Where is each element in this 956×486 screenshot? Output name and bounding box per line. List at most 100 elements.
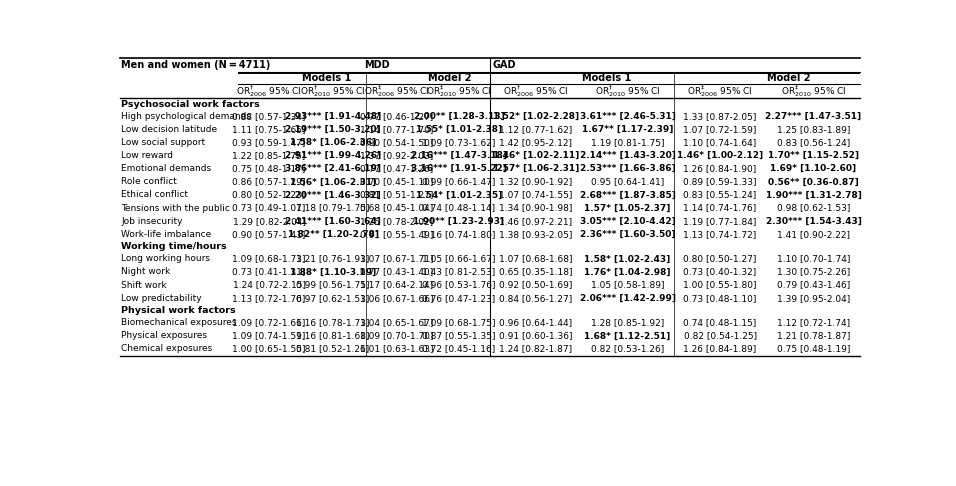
Text: 0.80 [0.52-1.23]: 0.80 [0.52-1.23]	[232, 191, 306, 199]
Text: 1.24 [0.82-1.87]: 1.24 [0.82-1.87]	[499, 345, 573, 353]
Text: OR$_{2006}^{\ddagger}$ 95% CI: OR$_{2006}^{\ddagger}$ 95% CI	[687, 83, 753, 99]
Text: 0.72 [0.45-1.16]: 0.72 [0.45-1.16]	[423, 345, 495, 353]
Text: 0.65 [0.35-1.18]: 0.65 [0.35-1.18]	[499, 267, 573, 277]
Text: 3.16*** [1.91-5.22]: 3.16*** [1.91-5.22]	[411, 164, 507, 174]
Text: OR$_{2010}^{\dagger}$ 95% CI: OR$_{2010}^{\dagger}$ 95% CI	[595, 83, 661, 99]
Text: 0.96 [0.64-1.44]: 0.96 [0.64-1.44]	[499, 318, 573, 327]
Text: MDD: MDD	[364, 60, 390, 70]
Text: 0.70 [0.45-1.10]: 0.70 [0.45-1.10]	[359, 177, 433, 187]
Text: 0.73 [0.48-1.10]: 0.73 [0.48-1.10]	[684, 294, 757, 303]
Text: 0.99 [0.56-1.75]: 0.99 [0.56-1.75]	[296, 280, 370, 290]
Text: 1.00 [0.65-1.55]: 1.00 [0.65-1.55]	[232, 345, 306, 353]
Text: 1.57* [1.05-2.37]: 1.57* [1.05-2.37]	[584, 204, 671, 212]
Text: 2.19*** [1.50-3.20]: 2.19*** [1.50-3.20]	[285, 125, 380, 134]
Text: 0.82 [0.53-1.26]: 0.82 [0.53-1.26]	[591, 345, 664, 353]
Text: 1.09 [0.68-1.73]: 1.09 [0.68-1.73]	[232, 254, 306, 263]
Text: 0.96 [0.53-1.76]: 0.96 [0.53-1.76]	[423, 280, 496, 290]
Text: 0.68 [0.45-1.04]: 0.68 [0.45-1.04]	[360, 204, 433, 212]
Text: 1.13 [0.72-1.76]: 1.13 [0.72-1.76]	[232, 294, 306, 303]
Text: 1.17 [0.64-2.14]: 1.17 [0.64-2.14]	[360, 280, 433, 290]
Text: Chemical exposures: Chemical exposures	[121, 345, 212, 353]
Text: 1.00 [0.55-1.80]: 1.00 [0.55-1.80]	[684, 280, 757, 290]
Text: 1.16 [0.74-1.80]: 1.16 [0.74-1.80]	[423, 230, 495, 239]
Text: 1.41 [0.90-2.22]: 1.41 [0.90-2.22]	[777, 230, 850, 239]
Text: 1.16 [0.78-1.73]: 1.16 [0.78-1.73]	[296, 318, 370, 327]
Text: 1.06 [0.67-1.66]: 1.06 [0.67-1.66]	[359, 294, 433, 303]
Text: 1.01 [0.63-1.63]: 1.01 [0.63-1.63]	[359, 345, 433, 353]
Text: Work-life imbalance: Work-life imbalance	[121, 230, 211, 239]
Text: 0.98 [0.62-1.53]: 0.98 [0.62-1.53]	[777, 204, 850, 212]
Text: 0.73 [0.49-1.07]: 0.73 [0.49-1.07]	[232, 204, 306, 212]
Text: 1.24 [0.72-2.15]: 1.24 [0.72-2.15]	[232, 280, 306, 290]
Text: 1.09 [0.68-1.75]: 1.09 [0.68-1.75]	[423, 318, 496, 327]
Text: 0.73 [0.41-1.31]: 0.73 [0.41-1.31]	[232, 267, 306, 277]
Text: 0.75 [0.48-1.17]: 0.75 [0.48-1.17]	[232, 164, 306, 174]
Text: 0.99 [0.66-1.47]: 0.99 [0.66-1.47]	[423, 177, 495, 187]
Text: 2.41*** [1.60-3.64]: 2.41*** [1.60-3.64]	[285, 217, 380, 226]
Text: Shift work: Shift work	[121, 280, 166, 290]
Text: Night work: Night work	[121, 267, 170, 277]
Text: 1.07 [0.72-1.59]: 1.07 [0.72-1.59]	[684, 125, 757, 134]
Text: 1.05 [0.66-1.67]: 1.05 [0.66-1.67]	[423, 254, 496, 263]
Text: 2.53*** [1.66-3.86]: 2.53*** [1.66-3.86]	[579, 164, 675, 174]
Text: Models 1: Models 1	[582, 73, 631, 83]
Text: Physical work factors: Physical work factors	[121, 306, 236, 315]
Text: 1.38 [0.93-2.05]: 1.38 [0.93-2.05]	[499, 230, 573, 239]
Text: Working time/hours: Working time/hours	[121, 242, 227, 251]
Text: 1.70** [1.15-2.52]: 1.70** [1.15-2.52]	[768, 151, 859, 160]
Text: OR$_{2006}^{\ddagger}$ 95% CI: OR$_{2006}^{\ddagger}$ 95% CI	[364, 83, 429, 99]
Text: 0.77 [0.46-1.27]: 0.77 [0.46-1.27]	[360, 112, 433, 121]
Text: 1.33 [0.87-2.05]: 1.33 [0.87-2.05]	[684, 112, 757, 121]
Text: 1.90** [1.23-2.93]: 1.90** [1.23-2.93]	[413, 217, 505, 226]
Text: 0.91 [0.60-1.36]: 0.91 [0.60-1.36]	[499, 331, 573, 340]
Text: 1.10 [0.74-1.64]: 1.10 [0.74-1.64]	[684, 138, 757, 147]
Text: 1.12 [0.72-1.74]: 1.12 [0.72-1.74]	[777, 318, 850, 327]
Text: 0.81 [0.51-1.27]: 0.81 [0.51-1.27]	[359, 191, 433, 199]
Text: 1.37 [0.92-2.03]: 1.37 [0.92-2.03]	[360, 151, 433, 160]
Text: Model 2: Model 2	[768, 73, 811, 83]
Text: 1.21 [0.76-1.93]: 1.21 [0.76-1.93]	[296, 254, 370, 263]
Text: Men and women (N = 4711): Men and women (N = 4711)	[121, 60, 271, 70]
Text: 1.19 [0.81-1.75]: 1.19 [0.81-1.75]	[591, 138, 664, 147]
Text: 1.39 [0.95-2.04]: 1.39 [0.95-2.04]	[777, 294, 850, 303]
Text: 1.07 [0.68-1.68]: 1.07 [0.68-1.68]	[499, 254, 573, 263]
Text: 1.67** [1.17-2.39]: 1.67** [1.17-2.39]	[582, 125, 673, 134]
Text: 1.11 [0.75-1.65]: 1.11 [0.75-1.65]	[232, 125, 306, 134]
Text: 1.09 [0.72-1.66]: 1.09 [0.72-1.66]	[232, 318, 306, 327]
Text: 2.06*** [1.42-2.99]: 2.06*** [1.42-2.99]	[579, 294, 676, 303]
Text: OR$_{2006}^{\dagger}$ 95% CI: OR$_{2006}^{\dagger}$ 95% CI	[503, 83, 569, 99]
Text: 1.29 [0.82-2.04]: 1.29 [0.82-2.04]	[232, 217, 306, 226]
Text: 1.34 [0.90-1.98]: 1.34 [0.90-1.98]	[499, 204, 573, 212]
Text: 3.86*** [2.41-6.19]: 3.86*** [2.41-6.19]	[285, 164, 381, 174]
Text: 1.46* [1.00-2.12]: 1.46* [1.00-2.12]	[677, 151, 763, 160]
Text: OR$_{2010}^{\dagger}$ 95% CI: OR$_{2010}^{\dagger}$ 95% CI	[300, 83, 366, 99]
Text: 1.55* [1.01-2.38]: 1.55* [1.01-2.38]	[416, 125, 502, 134]
Text: 0.77 [0.43-1.40]: 0.77 [0.43-1.40]	[360, 267, 433, 277]
Text: 0.92 [0.50-1.69]: 0.92 [0.50-1.69]	[499, 280, 573, 290]
Text: Long working hours: Long working hours	[121, 254, 210, 263]
Text: 1.09 [0.73-1.62]: 1.09 [0.73-1.62]	[423, 138, 495, 147]
Text: 1.09 [0.74-1.59]: 1.09 [0.74-1.59]	[232, 331, 306, 340]
Text: 1.04 [0.65-1.67]: 1.04 [0.65-1.67]	[359, 318, 433, 327]
Text: Low social support: Low social support	[121, 138, 206, 147]
Text: 1.14 [0.77-1.70]: 1.14 [0.77-1.70]	[359, 125, 433, 134]
Text: High psychological demands: High psychological demands	[121, 112, 251, 121]
Text: 2.36*** [1.60-3.50]: 2.36*** [1.60-3.50]	[579, 230, 675, 239]
Text: 1.88* [1.10-3.19]: 1.88* [1.10-3.19]	[290, 267, 376, 277]
Text: Psychosocial work factors: Psychosocial work factors	[121, 100, 260, 109]
Text: Emotional demands: Emotional demands	[121, 164, 211, 174]
Text: Physical exposures: Physical exposures	[121, 331, 207, 340]
Text: 0.76 [0.47-1.23]: 0.76 [0.47-1.23]	[423, 294, 495, 303]
Text: Low predictability: Low predictability	[121, 294, 202, 303]
Text: 1.18 [0.79-1.75]: 1.18 [0.79-1.75]	[296, 204, 370, 212]
Text: 1.30 [0.75-2.26]: 1.30 [0.75-2.26]	[777, 267, 850, 277]
Text: 0.86 [0.57-1.29]: 0.86 [0.57-1.29]	[232, 177, 306, 187]
Text: 0.77 [0.47-1.26]: 0.77 [0.47-1.26]	[360, 164, 433, 174]
Text: 0.97 [0.62-1.53]: 0.97 [0.62-1.53]	[296, 294, 370, 303]
Text: 1.21 [0.78-1.87]: 1.21 [0.78-1.87]	[777, 331, 850, 340]
Text: OR$_{2010}^{\ddagger}$ 95% CI: OR$_{2010}^{\ddagger}$ 95% CI	[781, 83, 846, 99]
Text: 1.25 [0.83-1.89]: 1.25 [0.83-1.89]	[777, 125, 850, 134]
Text: Ethical conflict: Ethical conflict	[121, 191, 188, 199]
Text: 0.82 [0.54-1.25]: 0.82 [0.54-1.25]	[684, 331, 757, 340]
Text: Role conflict: Role conflict	[121, 177, 177, 187]
